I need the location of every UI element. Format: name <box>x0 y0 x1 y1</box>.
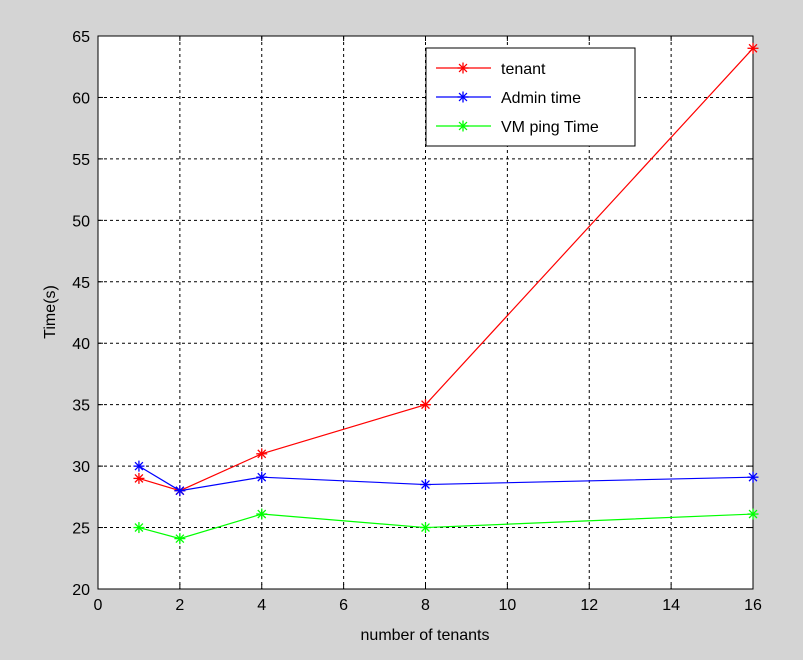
x-tick-label: 4 <box>257 597 266 614</box>
legend-marker-vm-ping-time <box>457 120 469 132</box>
data-point-tenant <box>420 399 431 411</box>
y-axis-label: Time(s) <box>42 285 59 339</box>
y-tick-label: 35 <box>72 398 90 415</box>
legend-label-vm-ping-time: VM ping Time <box>501 119 599 136</box>
data-point-tenant <box>747 42 759 54</box>
y-tick-label: 25 <box>72 521 90 538</box>
x-tick-label: 2 <box>175 597 184 614</box>
data-point-admin-time <box>256 471 268 483</box>
y-tick-label: 60 <box>72 90 90 107</box>
x-tick-label: 14 <box>662 597 680 614</box>
data-point-admin-time <box>133 460 145 472</box>
legend-label-admin-time: Admin time <box>501 90 581 107</box>
data-point-vm-ping-time <box>420 522 431 534</box>
data-point-tenant <box>133 472 145 484</box>
data-point-vm-ping-time <box>174 533 186 545</box>
data-point-vm-ping-time <box>747 508 759 520</box>
series-admin-time <box>133 460 759 497</box>
x-tick-label: 0 <box>94 597 103 614</box>
series-vm-ping-time <box>133 508 759 545</box>
x-tick-label: 8 <box>421 597 430 614</box>
axis-ticks: 0 2 4 6 8 10 12 14 16 20 25 30 35 40 45 50 55 60 65 <box>72 29 762 614</box>
data-point-admin-time <box>174 485 186 497</box>
legend-marker-tenant <box>457 62 469 74</box>
y-tick-label: 20 <box>72 582 90 599</box>
y-tick-label: 40 <box>72 336 90 353</box>
x-axis-label: number of tenants <box>361 627 490 644</box>
x-tick-label: 16 <box>744 597 762 614</box>
x-tick-label: 6 <box>339 597 348 614</box>
data-point-vm-ping-time <box>256 508 268 520</box>
y-tick-label: 55 <box>72 152 90 169</box>
data-point-tenant <box>256 448 268 460</box>
data-point-admin-time <box>747 471 759 483</box>
y-tick-label: 30 <box>72 459 90 476</box>
y-tick-label: 65 <box>72 29 90 46</box>
x-tick-label: 12 <box>580 597 598 614</box>
x-tick-label: 10 <box>498 597 516 614</box>
legend-label-tenant: tenant <box>501 61 546 78</box>
series-layer <box>133 42 759 545</box>
data-point-admin-time <box>420 479 431 491</box>
legend-marker-admin-time <box>457 91 469 103</box>
data-point-vm-ping-time <box>133 522 145 534</box>
y-tick-label: 45 <box>72 275 90 292</box>
y-tick-label: 50 <box>72 213 90 230</box>
legend: tenant Admin time VM ping Time <box>425 47 636 147</box>
